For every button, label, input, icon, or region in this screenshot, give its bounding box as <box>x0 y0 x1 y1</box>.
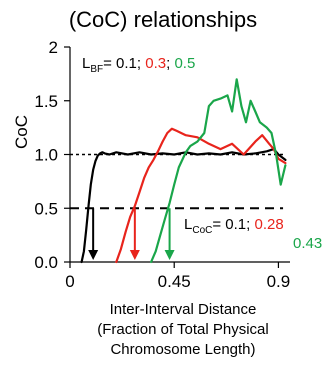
lcoc-prefix: L <box>184 216 192 233</box>
x-axis-label-line-1: Inter-Interval Distance <box>110 301 257 318</box>
lbf-annotation: LBF= 0.1; 0.3; 0.5 <box>82 55 195 75</box>
lcoc-value-red: 0.28 <box>254 216 283 233</box>
lcoc-eq: = 0.1; <box>212 216 254 233</box>
y-tick-label: 0.0 <box>34 253 58 272</box>
lcoc-annotation: LCoC= 0.1; 0.28 <box>184 216 284 236</box>
lbf-eq: = 0.1; <box>103 55 145 72</box>
arrow-head-red <box>129 250 140 260</box>
y-tick-label: 0.5 <box>34 199 58 218</box>
x-tick-label: 0.9 <box>267 272 291 291</box>
lbf-separator: ; <box>166 55 174 72</box>
lbf-value-green: 0.5 <box>174 55 195 72</box>
chart-title: (CoC) relationships <box>69 7 257 32</box>
y-tick-label: 2 <box>49 38 58 57</box>
arrow-head-black <box>88 250 99 260</box>
y-axis-label: CoC <box>12 115 31 149</box>
lbf-subscript: BF <box>90 64 103 75</box>
lcoc-value-green: 0.43 <box>293 235 322 252</box>
lbf-prefix: L <box>82 55 90 72</box>
x-axis-label-line-2: (Fraction of Total Physical <box>97 321 268 338</box>
lcoc-subscript: CoC <box>192 225 212 236</box>
arrow-head-green <box>164 250 175 260</box>
x-tick-label: 0.45 <box>158 272 191 291</box>
series-line-black <box>80 148 287 264</box>
y-tick-label: 1.5 <box>34 92 58 111</box>
x-tick-label: 0 <box>65 272 74 291</box>
lbf-value-red: 0.3 <box>145 55 166 72</box>
y-tick-label: 1.0 <box>34 146 58 165</box>
series-line-red <box>115 127 287 264</box>
series-line-green <box>150 78 287 264</box>
x-axis-label-line-3: Chromosome Length) <box>110 341 255 358</box>
